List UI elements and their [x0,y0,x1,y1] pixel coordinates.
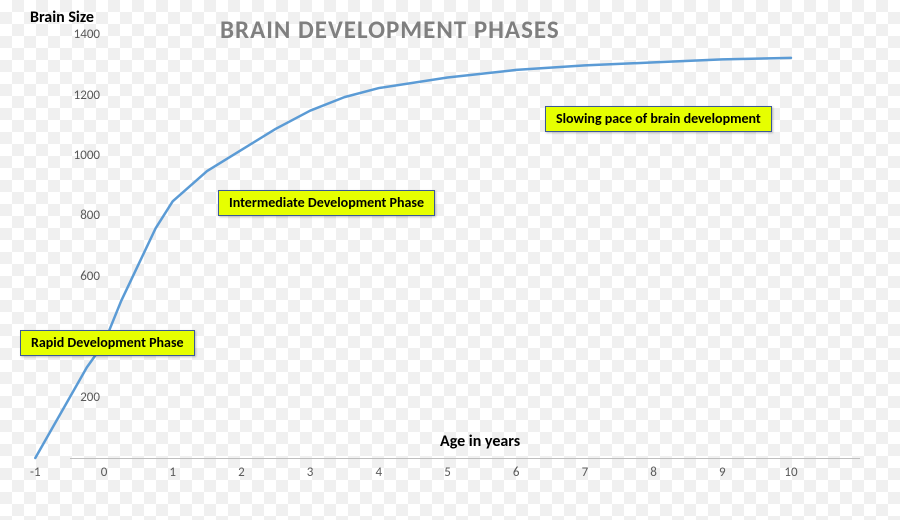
x-tick-label: 0 [89,465,119,480]
callout-phase-rapid: Rapid Development Phase [20,330,195,356]
y-tick-label: 200 [60,390,100,405]
y-tick-label: 1000 [60,148,100,163]
x-tick-label: 3 [295,465,325,480]
x-tick-label: 1 [158,465,188,480]
x-tick-label: 5 [433,465,463,480]
y-tick-label: 800 [60,208,100,223]
y-tick-label: 1400 [60,27,100,42]
x-tick-label: 8 [639,465,669,480]
callout-phase-intermediate: Intermediate Development Phase [218,190,435,216]
chart-area: BRAIN DEVELOPMENT PHASES Brain Size Age … [0,0,900,520]
x-tick-label: 10 [776,465,806,480]
callout-phase-slowing: Slowing pace of brain development [545,106,772,132]
x-tick-label: 6 [501,465,531,480]
x-tick-label: 4 [364,465,394,480]
y-tick-label: 1200 [60,88,100,103]
y-tick-label: 600 [60,269,100,284]
chart-svg [0,0,900,520]
x-tick-label: -1 [20,465,50,480]
x-tick-label: 9 [707,465,737,480]
x-tick-label: 2 [226,465,256,480]
x-tick-label: 7 [570,465,600,480]
